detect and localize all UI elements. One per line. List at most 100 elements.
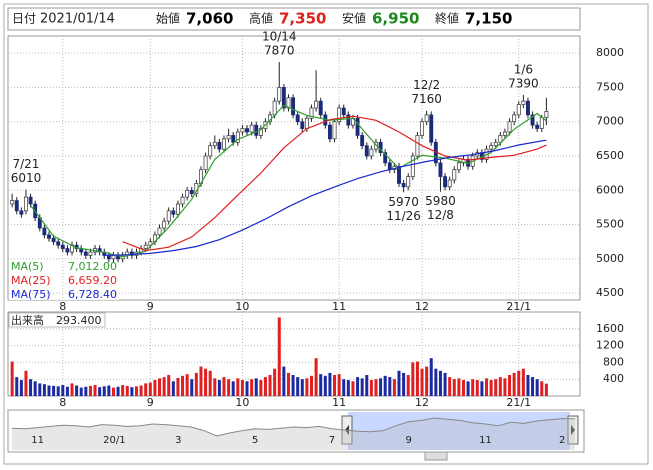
candle-body — [19, 210, 24, 215]
volume-bar — [79, 387, 83, 396]
navigator-selection[interactable] — [348, 412, 570, 450]
volume-bar — [236, 378, 240, 396]
volume-bar — [508, 375, 512, 396]
candle-body — [258, 128, 263, 136]
volume-bar — [148, 382, 152, 396]
candle-body — [530, 114, 535, 126]
candle-body — [162, 220, 167, 229]
candle-body — [337, 107, 342, 123]
candle-body — [281, 87, 286, 109]
candle-body — [387, 162, 392, 171]
volume-bar — [323, 375, 327, 396]
volume-bar — [480, 381, 484, 396]
volume-bar — [328, 372, 332, 396]
candle-body — [83, 251, 88, 256]
volume-bar — [56, 386, 60, 396]
volume-bar — [296, 377, 300, 396]
candle-body — [443, 176, 448, 188]
volume-bar — [10, 361, 14, 396]
volume-bar — [512, 372, 516, 396]
header-bar — [7, 7, 581, 31]
candle-body — [341, 107, 346, 116]
candle-body — [254, 124, 259, 136]
y-tick-label: 4500 — [596, 286, 624, 299]
volume-bar — [448, 377, 452, 396]
candle-body — [456, 162, 461, 171]
candle-body — [10, 200, 15, 205]
volume-bar — [521, 368, 525, 396]
navigator-tick-label: 7 — [329, 435, 335, 446]
candle-body — [171, 210, 176, 215]
volume-bar — [300, 379, 304, 396]
header-label: 安値 — [342, 11, 366, 26]
volume-bar — [217, 380, 221, 396]
candle-body — [420, 121, 424, 136]
navigator-tick-label: 3 — [175, 435, 181, 446]
legend-value: 7,012.00 — [68, 260, 117, 273]
candle-body — [493, 141, 498, 147]
volume-label-box — [8, 312, 106, 328]
candle-body — [295, 114, 300, 123]
candle-body — [65, 248, 70, 253]
volume-bar — [310, 375, 314, 396]
volume-bar — [231, 381, 235, 396]
candle-body — [521, 100, 526, 105]
candle-body — [539, 117, 544, 129]
volume-bar — [52, 385, 56, 396]
volume-bar — [75, 385, 79, 396]
volume-bar — [111, 387, 115, 396]
volume-bar — [475, 380, 479, 396]
volume-bar — [526, 375, 530, 396]
candle-body — [47, 234, 51, 239]
candle-body — [249, 124, 254, 133]
volume-bar — [263, 377, 267, 396]
x-tick-label: 21/1 — [506, 396, 531, 409]
header-value: 7,150 — [465, 10, 512, 28]
x-tick-label: 11 — [332, 396, 346, 409]
volume-bar — [158, 378, 162, 396]
candle-body — [148, 241, 153, 246]
candle-body — [410, 155, 415, 177]
x-tick-label: 9 — [147, 300, 154, 313]
volume-bar — [273, 368, 277, 396]
annotation-date: 12/8 — [427, 208, 454, 222]
volume-bar — [116, 386, 120, 396]
candle-body — [180, 196, 185, 205]
candle-body — [157, 227, 162, 236]
candle-body — [383, 152, 388, 164]
x-tick-label: 11 — [332, 300, 346, 313]
volume-bar — [282, 366, 286, 396]
volume-bar — [222, 377, 226, 396]
legend-name: MA(25) — [11, 274, 51, 287]
volume-bar — [503, 378, 507, 396]
candle-body — [235, 131, 240, 143]
candle-body — [447, 179, 452, 188]
candle-body — [429, 114, 434, 143]
legend-name: MA(5) — [11, 260, 44, 273]
candle-body — [143, 244, 148, 249]
candle-body — [277, 87, 282, 102]
volume-bar — [139, 385, 143, 396]
header-value: 6,950 — [372, 10, 419, 28]
volume-bar — [337, 374, 341, 396]
volume-bar — [61, 385, 65, 396]
candle-body — [438, 162, 443, 177]
candle-body — [544, 111, 549, 118]
navigator-line — [11, 417, 576, 437]
annotation-value: 7390 — [508, 76, 539, 90]
volume-bar — [369, 380, 373, 396]
navigator-tick-label: 20/1 — [103, 435, 125, 446]
candle-body — [300, 121, 305, 129]
volume-bar — [259, 380, 263, 396]
volume-bar — [24, 370, 28, 396]
legend-value: 6,728.40 — [68, 288, 117, 301]
annotation-date: 11/26 — [386, 209, 421, 223]
volume-bar — [277, 317, 281, 396]
annotation-value: 5970 — [388, 195, 419, 209]
header-value: 7,350 — [279, 10, 326, 28]
volume-bar — [47, 385, 51, 396]
annotation-value: 5980 — [425, 194, 456, 208]
scroll-thumb[interactable] — [424, 451, 448, 461]
candle-body — [314, 100, 319, 109]
candle-body — [364, 145, 369, 157]
